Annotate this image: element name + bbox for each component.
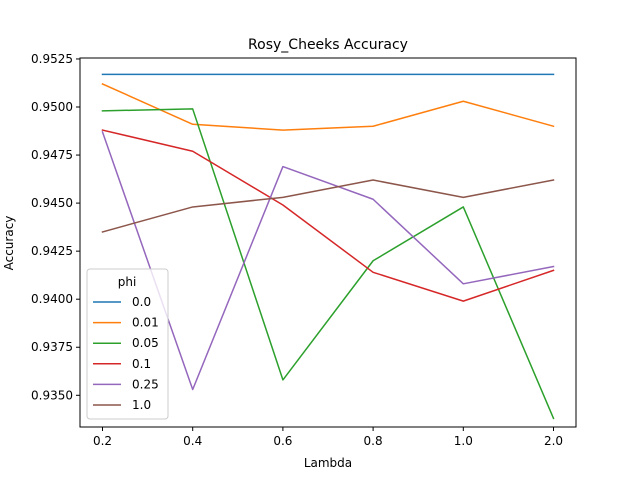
y-tick-label: 0.9350: [31, 388, 73, 402]
series-line-5: [101, 179, 555, 233]
legend-box: [86, 268, 169, 420]
legend-label-1: 0.01: [132, 316, 159, 330]
y-tick-label: 0.9525: [31, 52, 73, 66]
legend-label-2: 0.05: [132, 336, 159, 350]
series-line-1: [101, 82, 555, 131]
y-tick-label: 0.9425: [31, 244, 73, 258]
x-tick-label: 0.2: [93, 434, 112, 448]
y-tick-label: 0.9450: [31, 196, 73, 210]
y-tick-label: 0.9375: [31, 340, 73, 354]
x-tick-label: 0.6: [273, 434, 292, 448]
y-tick-label: 0.9400: [31, 292, 73, 306]
x-tick-label: 2.0: [544, 434, 563, 448]
legend-label-3: 0.1: [132, 357, 151, 371]
y-axis: 0.9350 0.9375 0.9400 0.9425 0.9450 0.9475 0.95…: [31, 52, 80, 402]
series-line-3: [101, 129, 555, 302]
chart-title: Rosy_Cheeks Accuracy: [248, 37, 408, 53]
x-tick-label: 1.0: [454, 434, 473, 448]
legend-entries: 0.0 0.01 0.05 0.1 0.25 1.0: [93, 295, 159, 412]
series-line-4: [101, 131, 555, 391]
y-tick-label: 0.9475: [31, 148, 73, 162]
plot-frame: [79, 57, 577, 428]
x-axis: 0.2 0.4 0.6 0.8 1.0 2.0: [93, 427, 563, 448]
legend-label-5: 1.0: [132, 398, 151, 412]
series-line-2: [101, 108, 555, 420]
plot-lines: [101, 73, 555, 420]
legend: phi 0.0 0.01 0.05 0.1 0.25 1.0: [86, 268, 169, 420]
y-axis-label: Accuracy: [2, 216, 16, 271]
x-tick-label: 0.4: [183, 434, 202, 448]
x-axis-label: Lambda: [304, 456, 352, 470]
legend-label-0: 0.0: [132, 295, 151, 309]
y-tick-label: 0.9500: [31, 100, 73, 114]
legend-title: phi: [118, 275, 137, 289]
legend-label-4: 0.25: [132, 377, 159, 391]
x-tick-label: 0.8: [364, 434, 383, 448]
